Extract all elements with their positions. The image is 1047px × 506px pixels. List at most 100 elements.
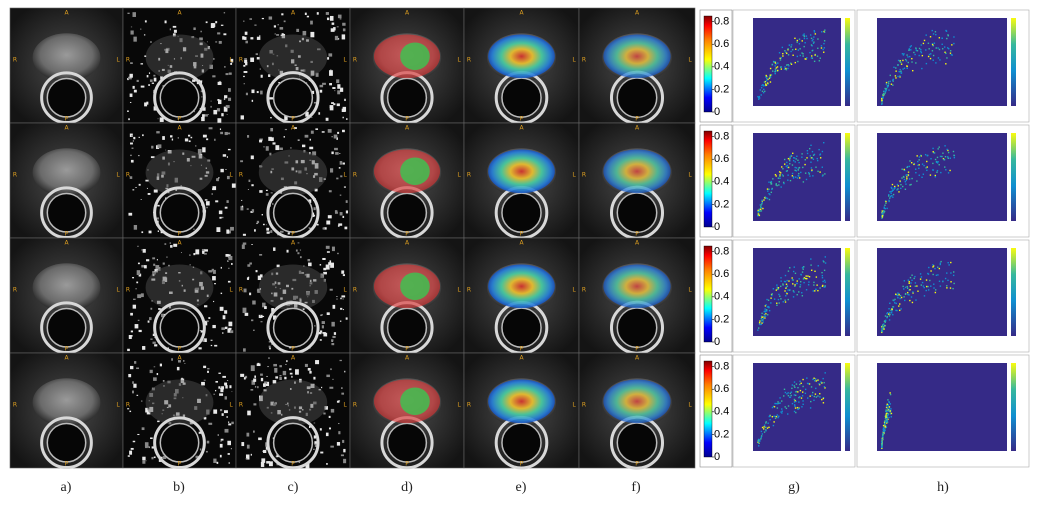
density-dot	[938, 48, 941, 51]
speckle	[174, 177, 179, 183]
density-dot	[821, 398, 823, 401]
speckle	[342, 298, 344, 300]
speckle	[313, 401, 317, 405]
density-dot	[809, 407, 812, 409]
speckle	[173, 397, 177, 400]
speckle	[161, 174, 164, 178]
speckle	[247, 264, 251, 267]
density-dot	[791, 164, 794, 166]
density-dot	[792, 296, 795, 298]
speckle	[221, 327, 226, 330]
density-dot	[796, 293, 798, 296]
orientation-label: A	[519, 125, 524, 132]
speckle	[208, 127, 213, 130]
density-dot	[923, 286, 925, 289]
density-dot	[757, 211, 760, 213]
speckle	[223, 98, 226, 100]
density-dot	[771, 293, 773, 295]
density-dot	[897, 64, 899, 66]
density-dot	[813, 281, 815, 284]
density-dot	[779, 402, 781, 404]
speckle	[310, 60, 313, 64]
speckle	[208, 270, 213, 273]
density-dot	[761, 199, 763, 202]
speckle	[130, 159, 134, 163]
density-dot	[886, 421, 889, 423]
panel-caption: d)	[401, 480, 413, 495]
density-dot	[892, 196, 894, 198]
speckle	[191, 155, 196, 158]
density-dot	[758, 322, 761, 324]
density-dot	[815, 166, 817, 168]
density-dot	[794, 386, 796, 389]
density-dot	[906, 165, 909, 168]
density-dot	[785, 407, 788, 410]
density-dot	[912, 291, 914, 293]
speckle	[270, 192, 273, 194]
density-dot	[885, 417, 888, 420]
plot-area	[877, 18, 1007, 106]
density-dot	[885, 88, 888, 90]
speckle	[145, 407, 149, 413]
orientation-label: R	[582, 56, 586, 63]
density-dot	[882, 211, 884, 213]
density-dot	[818, 148, 820, 151]
speckle	[305, 412, 308, 417]
density-dot	[778, 181, 780, 183]
speckle	[270, 412, 273, 414]
density-dot	[770, 302, 772, 304]
speckle	[341, 387, 343, 389]
orientation-label: P	[405, 461, 409, 468]
speckle	[228, 423, 232, 426]
density-dot	[918, 159, 920, 161]
speckle	[256, 91, 259, 94]
speckle	[295, 160, 299, 164]
speckle	[252, 57, 254, 59]
density-dot	[930, 158, 932, 160]
density-dot	[897, 75, 899, 78]
density-dot	[757, 213, 760, 215]
density-dot	[891, 195, 893, 197]
density-dot	[910, 45, 912, 47]
density-dot	[800, 171, 802, 174]
speckle	[309, 392, 313, 394]
density-dot	[761, 312, 763, 315]
speckle	[195, 145, 197, 147]
density-dot	[775, 415, 778, 418]
speckle	[272, 203, 274, 205]
speckle	[303, 149, 306, 153]
speckle	[128, 373, 132, 378]
density-dot	[906, 176, 908, 178]
speckle	[340, 307, 343, 310]
speckle	[206, 41, 208, 43]
density-dot	[947, 172, 950, 174]
speckle	[227, 260, 229, 262]
speckle	[137, 433, 140, 436]
speckle	[332, 378, 334, 380]
density-dot	[776, 184, 778, 187]
speckle	[329, 105, 334, 109]
density-dot	[890, 192, 892, 195]
density-dot	[768, 426, 770, 429]
speckle	[260, 377, 264, 382]
speckle	[212, 269, 216, 274]
density-dot	[886, 403, 888, 405]
speckle	[204, 174, 208, 177]
density-dot	[904, 188, 907, 190]
speckle	[333, 134, 338, 139]
speckle	[130, 312, 133, 316]
orientation-label: L	[457, 401, 461, 408]
speckle	[282, 370, 287, 376]
speckle	[168, 421, 172, 425]
density-dot	[818, 383, 821, 386]
speckle	[127, 110, 129, 112]
density-dot	[887, 413, 890, 415]
speckle	[326, 312, 330, 316]
speckle	[217, 32, 221, 35]
density-dot	[885, 415, 887, 417]
speckle	[203, 338, 207, 343]
orientation-label: A	[405, 240, 410, 247]
speckle	[344, 98, 346, 102]
speckle	[225, 254, 229, 257]
density-dot	[768, 415, 771, 418]
